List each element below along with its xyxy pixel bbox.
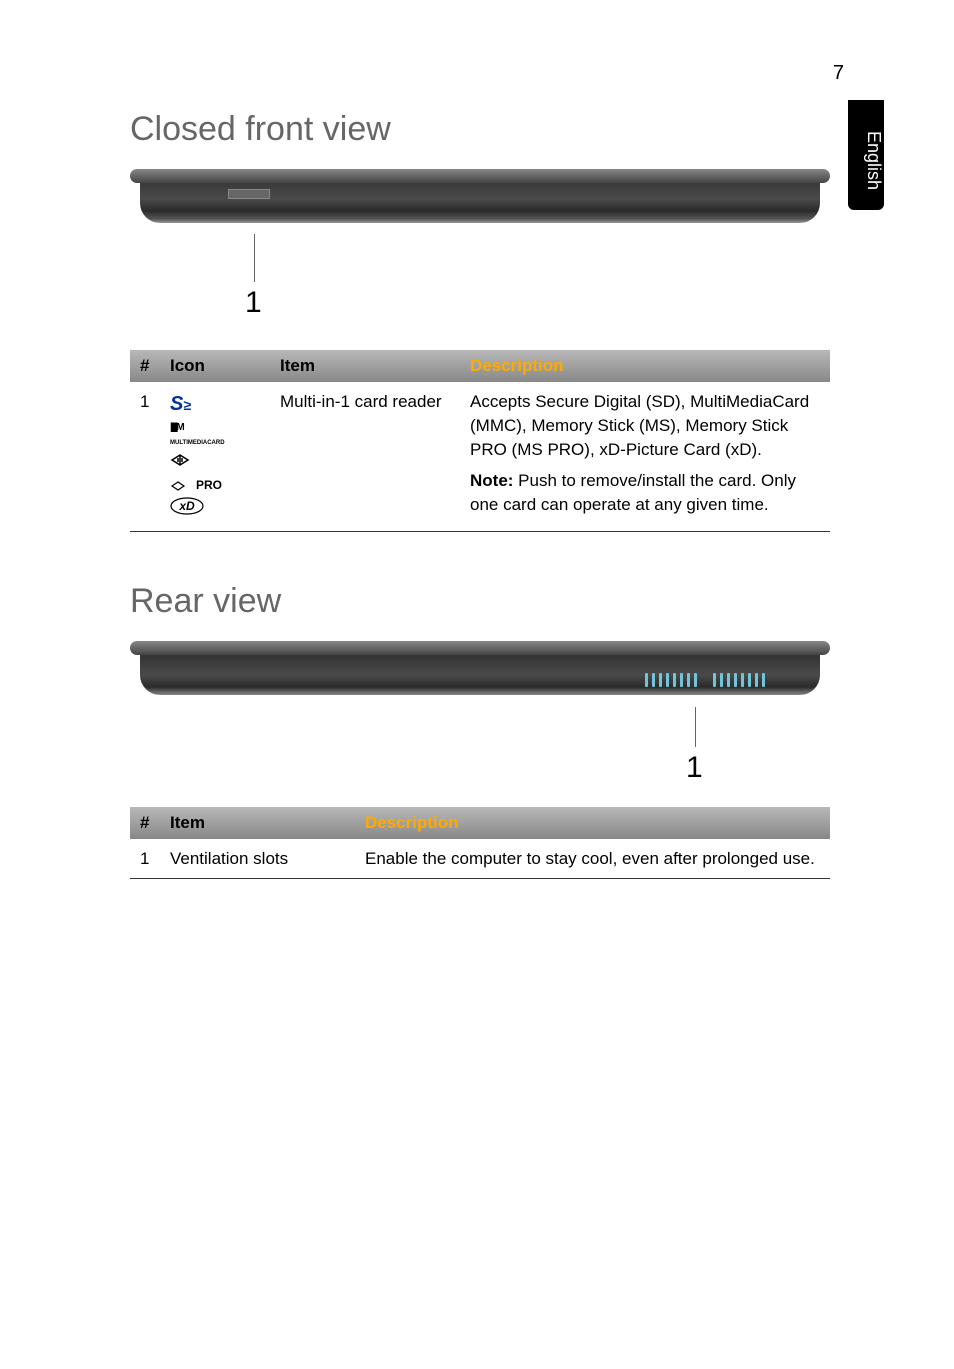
table-row: 1 S≥ MMULTIMEDIACARD PRO xD — [130, 382, 830, 531]
row-num: 1 — [130, 382, 160, 531]
front-callout-number: 1 — [245, 286, 844, 320]
table-row: 1 Ventilation slots Enable the computer … — [130, 839, 830, 879]
mmc-icon: MMULTIMEDIACARD — [170, 421, 225, 449]
row-description: Enable the computer to stay cool, even a… — [355, 839, 830, 879]
front-view-heading: Closed front view — [130, 110, 844, 149]
memory-stick-icon — [170, 452, 200, 474]
header-description: Description — [355, 807, 830, 839]
callout-line — [695, 707, 696, 747]
row-description: Accepts Secure Digital (SD), MultiMediaC… — [460, 382, 830, 531]
laptop-rear-lid-edge — [130, 641, 830, 655]
rear-callout-number: 1 — [686, 751, 844, 785]
card-icons-stack: S≥ MMULTIMEDIACARD PRO xD — [170, 390, 260, 523]
header-item: Item — [270, 350, 460, 382]
rear-callout: 1 — [686, 707, 844, 785]
laptop-front-body — [140, 183, 820, 223]
header-num: # — [130, 350, 160, 382]
table-header-row: # Icon Item Description — [130, 350, 830, 382]
header-num: # — [130, 807, 160, 839]
callout-line — [254, 234, 255, 282]
header-icon: Icon — [160, 350, 270, 382]
vent-group-right — [713, 673, 765, 687]
front-view-table: # Icon Item Description 1 S≥ MMULTIMEDIA… — [130, 350, 830, 532]
page-number: 7 — [833, 62, 844, 85]
language-tab: English — [848, 100, 884, 210]
row-item: Multi-in-1 card reader — [270, 382, 460, 531]
laptop-front-illustration — [130, 169, 830, 239]
front-callout: 1 — [245, 234, 844, 320]
card-reader-slot-illustration — [228, 189, 270, 199]
laptop-rear-body — [140, 655, 820, 695]
row-num: 1 — [130, 839, 160, 879]
rear-view-heading: Rear view — [130, 582, 844, 621]
laptop-lid-edge — [130, 169, 830, 183]
page-content: Closed front view 1 # Icon Item Descript… — [0, 0, 954, 879]
svg-text:xD: xD — [178, 499, 195, 513]
memory-stick-pro-icon: PRO — [170, 477, 222, 494]
rear-view-section: Rear view 1 # — [130, 582, 844, 880]
vent-group-left — [645, 673, 697, 687]
sd-icon: S≥ — [170, 390, 191, 418]
row-icons: S≥ MMULTIMEDIACARD PRO xD — [160, 382, 270, 531]
laptop-rear-illustration — [130, 641, 830, 711]
xd-icon: xD — [170, 497, 204, 522]
header-item: Item — [160, 807, 355, 839]
row-item: Ventilation slots — [160, 839, 355, 879]
ventilation-slots-illustration — [645, 673, 765, 687]
note-label: Note: — [470, 471, 513, 490]
table-header-row: # Item Description — [130, 807, 830, 839]
rear-view-table: # Item Description 1 Ventilation slots E… — [130, 807, 830, 880]
header-description: Description — [460, 350, 830, 382]
